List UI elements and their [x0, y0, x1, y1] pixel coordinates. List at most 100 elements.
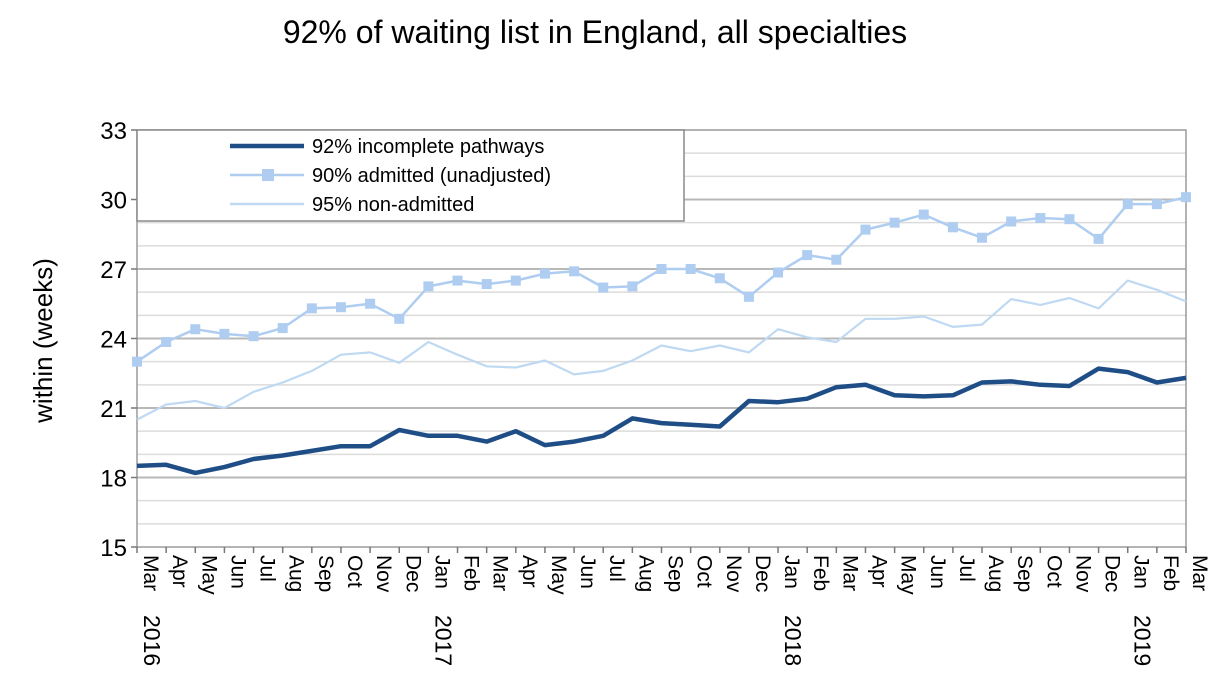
data-point-marker	[598, 282, 609, 293]
y-tick-label: 24	[100, 327, 127, 354]
x-tick-label: Jan	[780, 555, 803, 589]
x-tick-label: Jan	[430, 555, 453, 589]
x-tick-label: Mar	[139, 555, 162, 591]
data-point-marker	[248, 331, 259, 342]
legend-label: 92% incomplete pathways	[312, 136, 544, 158]
x-tick-label: Dec	[1101, 555, 1124, 592]
data-point-marker	[977, 232, 988, 243]
data-point-marker	[161, 336, 172, 347]
x-tick-label: Apr	[168, 555, 191, 588]
data-point-marker	[569, 266, 580, 277]
x-tick-label: Mar	[1188, 555, 1211, 591]
data-point-marker	[831, 254, 842, 265]
x-tick-label: Aug	[285, 555, 308, 592]
x-tick-label: Nov	[1071, 555, 1094, 593]
data-point-marker	[481, 279, 492, 290]
x-tick-label: Oct	[343, 555, 366, 588]
data-point-marker	[365, 298, 376, 309]
x-year-label: 2018	[780, 615, 806, 666]
y-tick-label: 21	[100, 396, 127, 423]
y-tick-label: 15	[100, 535, 127, 562]
x-tick-label: Jun	[576, 555, 599, 589]
x-tick-label: Apr	[518, 555, 541, 588]
data-point-marker	[1151, 199, 1162, 210]
data-point-marker	[510, 275, 521, 286]
data-point-marker	[306, 303, 317, 314]
x-tick-label: Jun	[926, 555, 949, 589]
x-tick-label: Sep	[664, 555, 687, 592]
x-tick-label: Jul	[605, 555, 628, 582]
x-tick-label: Feb	[460, 555, 483, 591]
x-tick-label: Apr	[867, 555, 890, 588]
y-tick-label: 33	[100, 118, 127, 145]
data-point-marker	[1064, 214, 1075, 225]
x-tick-label: May	[547, 555, 570, 595]
data-point-marker	[685, 264, 696, 274]
data-point-marker	[335, 302, 346, 313]
legend-label: 95% non-admitted	[312, 194, 474, 216]
data-point-marker	[190, 324, 201, 335]
data-point-marker	[1035, 213, 1046, 224]
series-line-2	[136, 195, 1187, 363]
data-point-marker	[1122, 199, 1133, 210]
x-year-label: 2019	[1130, 615, 1156, 666]
x-tick-label: Jun	[226, 555, 249, 589]
data-point-marker	[1006, 216, 1017, 227]
x-tick-label: Jul	[955, 555, 978, 582]
data-point-marker	[773, 267, 784, 278]
x-year-label: 2017	[430, 615, 456, 666]
data-point-marker	[219, 328, 230, 339]
x-year-label: 2016	[139, 615, 165, 666]
data-point-marker	[539, 268, 550, 279]
x-tick-label: Jan	[1130, 555, 1153, 589]
x-tick-label: May	[197, 555, 220, 595]
x-tick-label: Dec	[751, 555, 774, 592]
x-tick-label: Sep	[314, 555, 337, 592]
data-point-marker	[656, 264, 667, 274]
legend-label: 90% admitted (unadjusted)	[312, 165, 551, 187]
data-point-marker	[714, 273, 725, 284]
data-point-marker	[394, 313, 405, 324]
x-tick-label: Aug	[984, 555, 1007, 592]
x-tick-label: May	[897, 555, 920, 595]
data-point-marker	[860, 224, 871, 235]
x-tick-label: Oct	[1042, 555, 1065, 588]
x-tick-label: Feb	[1159, 555, 1182, 591]
data-point-marker	[1181, 192, 1191, 203]
data-point-marker	[423, 281, 434, 292]
data-point-marker	[1093, 233, 1104, 244]
y-axis-title: within (weeks)	[28, 258, 58, 424]
legend: 92% incomplete pathways 90% admitted (una…	[136, 129, 685, 222]
legend-box	[136, 129, 685, 222]
data-point-marker	[277, 323, 288, 334]
series-line-3	[136, 279, 1187, 421]
y-tick-label: 18	[100, 466, 127, 493]
x-tick-label: Jul	[256, 555, 279, 582]
data-point-marker	[947, 222, 958, 233]
series-layer	[132, 192, 1191, 476]
y-tick-label: 27	[100, 257, 127, 284]
x-tick-label: Nov	[372, 555, 395, 593]
x-tick-label: Oct	[693, 555, 716, 588]
data-point-marker	[132, 356, 142, 367]
x-tick-label: Mar	[489, 555, 512, 591]
data-point-marker	[889, 217, 900, 228]
x-tick-labels: Mar Apr May Jun Jul Aug Sep Oct Nov Dec Jan Feb Mar A…	[136, 547, 1211, 666]
data-point-marker	[918, 209, 929, 220]
data-point-marker	[743, 291, 754, 302]
x-tick-label: Aug	[634, 555, 657, 592]
y-tick-labels: 15 18 21 24 27 30 33	[100, 118, 137, 562]
x-tick-label: Feb	[809, 555, 832, 591]
legend-marker	[262, 169, 274, 181]
data-point-marker	[452, 275, 463, 286]
x-tick-label: Sep	[1013, 555, 1036, 592]
x-tick-label: Mar	[838, 555, 861, 591]
data-point-marker	[627, 281, 638, 292]
x-tick-label: Nov	[722, 555, 745, 593]
y-tick-label: 30	[100, 188, 127, 215]
chart-title: 92% of waiting list in England, all spec…	[282, 14, 908, 50]
series-line-1	[136, 366, 1187, 476]
x-tick-label: Dec	[401, 555, 424, 592]
data-point-marker	[802, 250, 813, 261]
